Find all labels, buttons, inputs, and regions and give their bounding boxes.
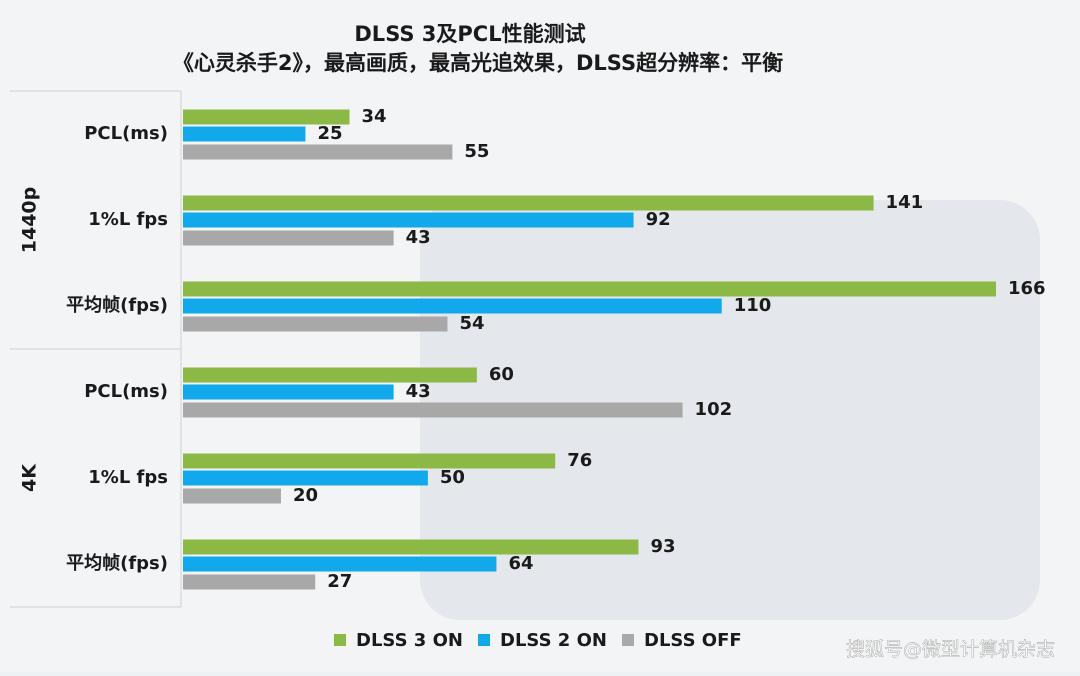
value-label: 64: [508, 553, 533, 574]
bar: [183, 574, 316, 590]
value-label: 27: [327, 571, 352, 592]
value-label: 60: [489, 364, 514, 385]
value-label: 20: [293, 485, 318, 506]
value-label: 141: [886, 192, 924, 213]
category-label: PCL(ms): [84, 381, 168, 402]
bar: [183, 539, 639, 555]
category-label: 平均帧(fps): [66, 294, 168, 316]
legend-swatch: [478, 634, 490, 646]
chart-title: DLSS 3及PCL性能测试: [354, 22, 585, 46]
legend-swatch: [622, 634, 634, 646]
bar: [183, 316, 448, 332]
category-label: 平均帧(fps): [66, 552, 168, 574]
bar: [183, 488, 281, 504]
legend-swatch: [334, 634, 346, 646]
bar: [183, 109, 350, 125]
value-label: 76: [567, 450, 592, 471]
value-label: 43: [406, 227, 431, 248]
value-label: 54: [459, 313, 484, 334]
bar: [183, 281, 996, 297]
bar: [183, 556, 497, 572]
bar: [183, 230, 394, 246]
legend-label: DLSS OFF: [644, 630, 742, 651]
bar: [183, 402, 683, 418]
category-label: 1%L fps: [88, 467, 168, 488]
bar: [183, 144, 453, 160]
legend-label: DLSS 2 ON: [500, 630, 607, 651]
legend-label: DLSS 3 ON: [356, 630, 463, 651]
value-label: 34: [362, 106, 387, 127]
value-label: 55: [464, 141, 489, 162]
value-label: 102: [695, 399, 733, 420]
bar: [183, 195, 874, 211]
bar: [183, 298, 722, 314]
value-label: 93: [650, 536, 675, 557]
category-label: PCL(ms): [84, 123, 168, 144]
bar: [183, 384, 394, 400]
group-label: 1440p: [19, 187, 41, 253]
value-label: 110: [734, 295, 772, 316]
value-label: 166: [1008, 278, 1046, 299]
chart-subtitle: 《心灵杀手2》，最高画质，最高光追效果，DLSS超分辨率：平衡: [173, 51, 783, 75]
bar: [183, 126, 306, 142]
value-label: 43: [406, 381, 431, 402]
category-label: 1%L fps: [88, 209, 168, 230]
group-label: 4K: [19, 463, 41, 492]
bar: [183, 453, 556, 469]
bar: [183, 470, 428, 486]
value-label: 92: [646, 209, 671, 230]
bar: [183, 212, 634, 228]
value-label: 50: [440, 467, 465, 488]
value-label: 25: [317, 123, 342, 144]
watermark: 搜狐号@微型计算机杂志: [846, 639, 1055, 661]
bar: [183, 367, 477, 383]
